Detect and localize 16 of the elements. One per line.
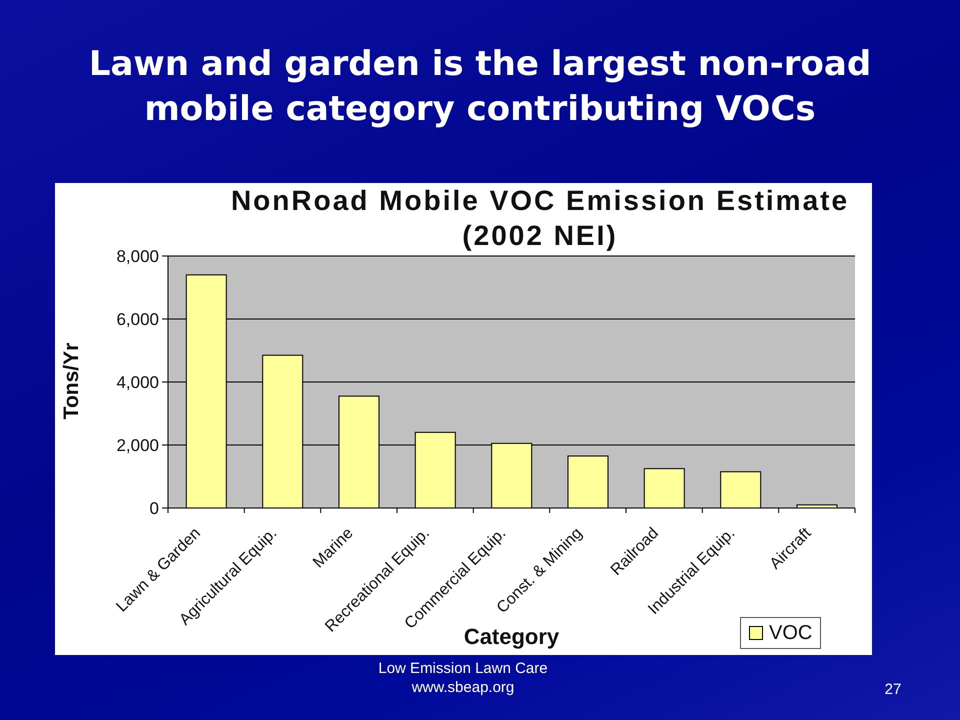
text: 27	[884, 680, 902, 699]
x-axis-title: Category	[464, 624, 560, 649]
chart-title: Lawn and garden is the largest non-road mobile category contributing VOCs	[88, 43, 872, 131]
y-tick-label: 4,000	[116, 373, 159, 392]
legend-label: VOC	[769, 621, 812, 645]
y-tick-label: 6,000	[116, 310, 159, 330]
bar	[720, 471, 762, 508]
text: www.sbeap.org	[410, 678, 516, 697]
y-axis-title: Tons/Yr	[60, 342, 84, 422]
chart-subtitle: NonRoad Mobile VOC Emission Estimate (2002 NEI)	[230, 184, 850, 253]
bar	[644, 468, 685, 508]
bar	[567, 456, 608, 508]
y-tick-label: 2,000	[116, 436, 159, 456]
text: Low Emission Lawn Care	[377, 659, 549, 678]
y-tick-label: 0	[150, 499, 159, 518]
y-tick-label: 8,000	[116, 247, 159, 266]
